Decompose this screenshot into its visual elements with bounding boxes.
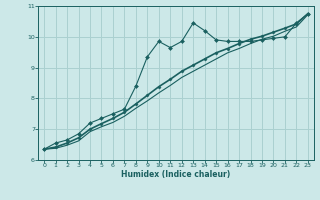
X-axis label: Humidex (Indice chaleur): Humidex (Indice chaleur) xyxy=(121,170,231,179)
